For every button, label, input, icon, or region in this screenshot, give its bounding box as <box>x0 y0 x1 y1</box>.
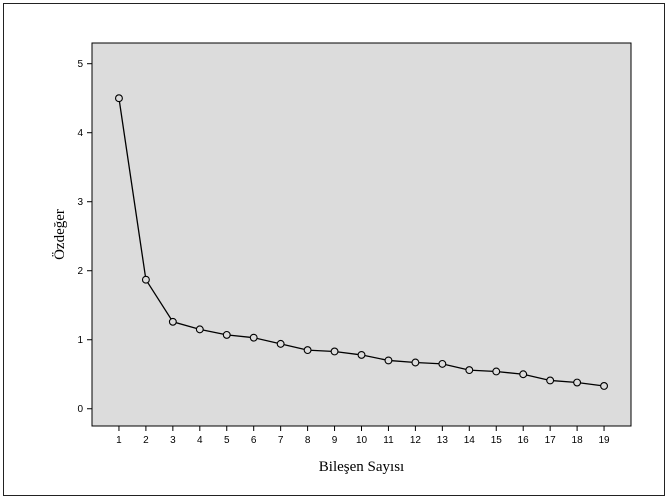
x-axis: 1 2 3 4 5 6 7 8 9 10 11 12 13 14 15 16 17 18 19 <box>116 426 610 446</box>
x-tick-label: 1 <box>116 435 122 446</box>
x-tick-label: 14 <box>464 435 476 446</box>
x-tick-label: 16 <box>518 435 530 446</box>
x-tick-label: 15 <box>491 435 503 446</box>
y-tick-label: 3 <box>77 197 83 208</box>
data-point <box>411 358 420 367</box>
x-tick-label: 4 <box>197 435 203 446</box>
data-point <box>195 325 204 334</box>
x-tick-label: 5 <box>224 435 230 446</box>
x-tick-label: 6 <box>251 435 257 446</box>
x-tick-label: 19 <box>598 435 610 446</box>
y-tick-label: 0 <box>77 404 83 415</box>
x-tick-label: 8 <box>305 435 311 446</box>
data-point <box>303 346 312 355</box>
data-point <box>384 356 393 365</box>
data-point <box>249 333 258 342</box>
data-point <box>276 339 285 348</box>
data-point <box>141 275 150 284</box>
x-tick-label: 12 <box>410 435 422 446</box>
x-tick-label: 7 <box>278 435 284 446</box>
data-point <box>573 378 582 387</box>
data-point <box>357 350 366 359</box>
series-markers <box>114 94 608 390</box>
data-point <box>222 330 231 339</box>
x-tick-label: 13 <box>437 435 449 446</box>
data-point <box>330 347 339 356</box>
data-point <box>600 382 608 390</box>
y-axis-title: Özdeğer <box>51 209 68 260</box>
y-tick-label: 2 <box>77 266 83 277</box>
y-tick-label: 4 <box>77 128 83 139</box>
plot-area <box>91 42 632 427</box>
x-tick-label: 18 <box>572 435 584 446</box>
x-axis-title: Bileşen Sayısı <box>319 459 404 475</box>
data-point <box>438 359 447 368</box>
data-point <box>492 367 501 376</box>
data-point <box>114 94 123 103</box>
x-tick-label: 17 <box>545 435 557 446</box>
y-tick-label: 1 <box>77 335 83 346</box>
data-point <box>168 317 177 326</box>
data-point <box>465 366 474 375</box>
x-tick-label: 10 <box>356 435 368 446</box>
x-tick-label: 11 <box>383 435 394 446</box>
data-point <box>519 370 528 379</box>
y-axis: 0 1 2 3 4 5 <box>77 59 92 415</box>
y-tick-label: 5 <box>77 59 83 70</box>
x-tick-label: 3 <box>170 435 176 446</box>
x-tick-label: 2 <box>143 435 149 446</box>
x-tick-label: 9 <box>332 435 338 446</box>
data-point <box>546 376 555 385</box>
